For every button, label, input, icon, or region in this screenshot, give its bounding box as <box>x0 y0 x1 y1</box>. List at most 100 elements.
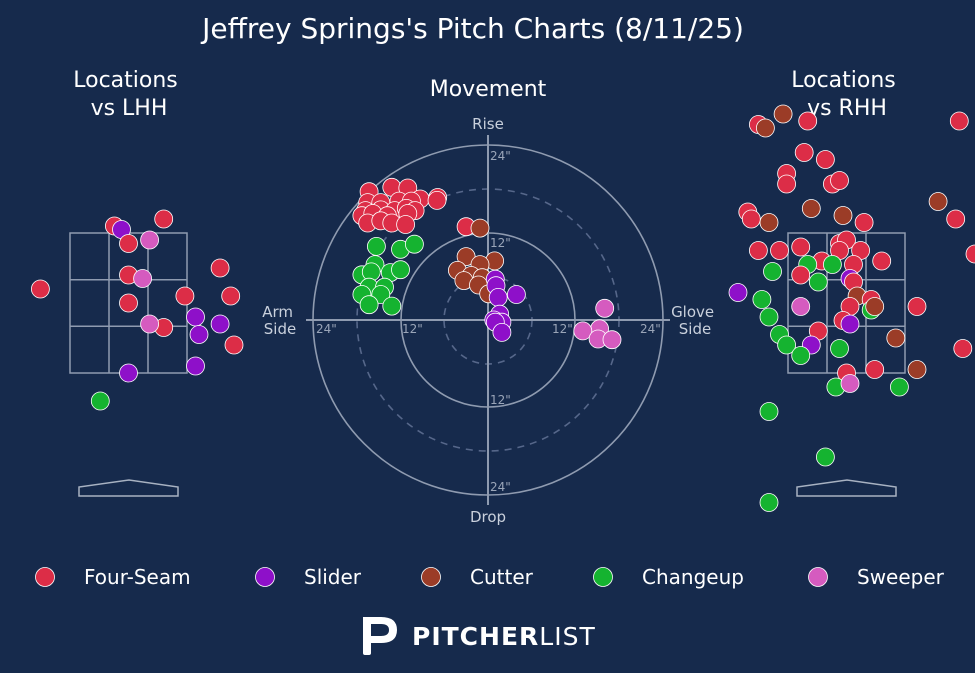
glove-side-line-1: Glove <box>671 303 714 321</box>
lhh-four-seam-point <box>221 286 241 306</box>
movement-slider-point <box>488 287 508 307</box>
rhh-cutter-point <box>773 104 793 124</box>
lhh-slider-point <box>186 307 205 327</box>
rhh-four-seam-point <box>953 339 973 358</box>
rhh-cutter-point <box>756 118 775 138</box>
rhh-sweeper-point <box>791 297 811 316</box>
ring-label: 24" <box>640 322 661 336</box>
glove-side-label: Glove Side <box>671 303 719 338</box>
figure-title: Jeffrey Springs's Pitch Charts (8/11/25) <box>200 12 744 45</box>
rhh-four-seam-point <box>791 265 811 285</box>
rhh-changeup-point <box>823 255 842 274</box>
rhh-slider-point <box>728 283 748 302</box>
legend: Four-Seam Slider Cutter Changeup Sweeper <box>35 565 945 589</box>
pitcherlist-logo: PITCHERLIST <box>363 617 596 655</box>
rhh-changeup-point <box>752 290 772 309</box>
rhh-changeup-point <box>791 346 811 365</box>
legend-label-changeup: Changeup <box>642 565 744 589</box>
rhh-four-seam-point <box>791 237 811 257</box>
legend-marker-slider <box>255 567 275 587</box>
lhh-four-seam-point <box>154 209 174 229</box>
rise-label: Rise <box>472 115 504 133</box>
movement-changeup-point <box>391 260 410 280</box>
rhh-points <box>728 104 975 512</box>
lhh-four-seam-point <box>31 279 50 299</box>
drop-label: Drop <box>470 508 506 526</box>
lhh-slider-point <box>210 314 230 334</box>
lhh-four-seam-point <box>224 335 244 355</box>
brand-wordmark: PITCHERLIST <box>412 622 596 651</box>
movement-cutter-point <box>470 218 490 238</box>
movement-changeup-point <box>382 296 402 316</box>
rhh-panel-title: Locations vs RHH <box>791 68 903 121</box>
rhh-four-seam-point <box>907 297 927 316</box>
movement-changeup-point <box>404 234 424 254</box>
rhh-cutter-point <box>865 297 885 316</box>
legend-marker-cutter <box>421 567 441 587</box>
movement-slider-point <box>492 322 512 342</box>
lhh-four-seam-point <box>119 234 138 253</box>
rhh-changeup-point <box>759 402 779 421</box>
lhh-sweeper-point <box>140 314 160 334</box>
rhh-changeup-point <box>763 262 782 281</box>
ring-label: 12" <box>402 322 423 336</box>
rhh-changeup-point <box>777 335 796 355</box>
lhh-slider-point <box>119 363 138 383</box>
ring-label: 12" <box>490 236 511 250</box>
brand-light: LIST <box>539 622 595 651</box>
lhh-title-line-2: vs LHH <box>91 96 168 121</box>
rhh-four-seam-point <box>946 209 966 229</box>
lhh-slider-point <box>186 356 205 376</box>
logo-bowl <box>363 617 397 643</box>
legend-label-cutter: Cutter <box>470 565 534 589</box>
movement-panel-title: Movement <box>430 77 547 102</box>
pitcherlist-p-icon <box>363 617 397 655</box>
rhh-four-seam-point <box>741 209 761 229</box>
rhh-four-seam-point <box>816 150 835 169</box>
logo-stem <box>363 617 371 655</box>
rhh-slider-point <box>840 314 860 334</box>
rhh-cutter-point <box>907 360 927 379</box>
lhh-points <box>31 209 244 411</box>
rhh-changeup-point <box>830 339 849 358</box>
rhh-cutter-point <box>759 213 779 232</box>
lhh-sweeper-point <box>133 269 153 288</box>
rhh-four-seam-point <box>965 244 975 264</box>
legend-label-four-seam: Four-Seam <box>84 565 191 589</box>
movement-sweeper-point <box>573 321 593 341</box>
movement-sweeper-point <box>595 298 615 318</box>
rhh-cutter-point <box>833 206 853 225</box>
movement-changeup-point <box>366 236 386 256</box>
rhh-changeup-point <box>890 377 909 397</box>
legend-marker-changeup <box>593 567 613 587</box>
rhh-title-line-2: vs RHH <box>807 96 887 121</box>
lhh-home-plate <box>78 479 179 497</box>
rhh-changeup-point <box>759 493 779 512</box>
ring-label: 12" <box>552 322 573 336</box>
brand-bold: PITCHER <box>412 622 539 651</box>
movement-sweeper-point <box>602 330 622 350</box>
arm-side-label: Arm Side <box>262 303 298 338</box>
rhh-sweeper-point <box>840 374 860 393</box>
rhh-changeup-point <box>759 307 779 327</box>
rhh-cutter-point <box>928 192 948 211</box>
rhh-four-seam-point <box>749 241 768 260</box>
rhh-four-seam-point <box>854 213 874 232</box>
glove-side-line-2: Side <box>679 320 711 338</box>
rhh-four-seam-point <box>777 174 796 194</box>
movement-slider-point <box>507 285 526 304</box>
legend-marker-sweeper <box>808 567 828 587</box>
rhh-four-seam-point <box>865 360 885 379</box>
lhh-title-line-1: Locations <box>73 68 178 93</box>
rhh-cutter-point <box>801 199 821 218</box>
ring-label: 24" <box>490 480 511 494</box>
rhh-changeup-point <box>816 447 835 467</box>
movement-four-seam-point <box>427 190 447 210</box>
lhh-changeup-point <box>90 391 110 411</box>
lhh-four-seam-point <box>175 286 195 306</box>
lhh-slider-point <box>189 325 209 344</box>
rhh-title-line-1: Locations <box>791 68 896 93</box>
ring-label: 12" <box>490 393 511 407</box>
rhh-four-seam-point <box>770 241 789 260</box>
